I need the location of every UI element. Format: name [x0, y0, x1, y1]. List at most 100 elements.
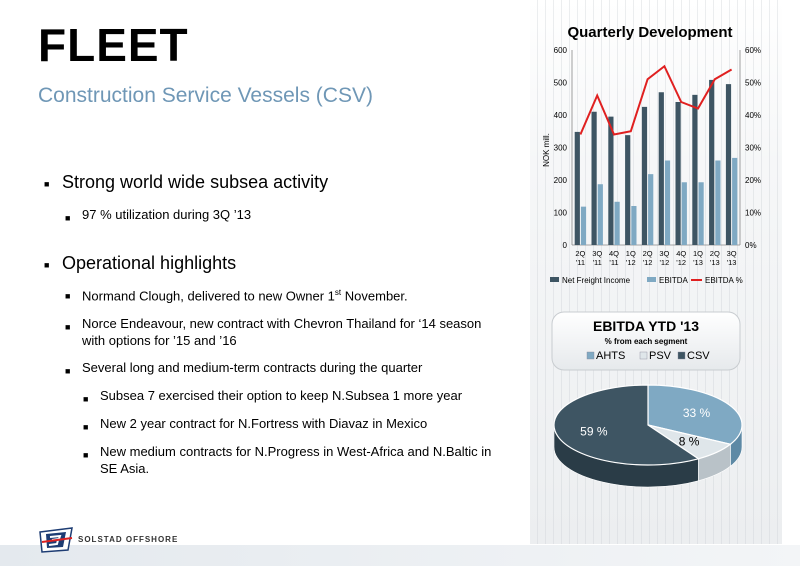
- square-bullet-icon: ■: [44, 179, 50, 189]
- bullet-text: Norce Endeavour, new contract with Chevr…: [82, 316, 482, 332]
- pie-slice-ahts: [647, 384, 743, 445]
- bullet-text: with options for ’15 and ’16: [82, 333, 237, 349]
- bullet-text: New 2 year contract for N.Fortress with …: [100, 416, 428, 432]
- bar-ebitda: [614, 201, 620, 245]
- solstad-logo: [39, 527, 73, 553]
- x-tick-label: 3Q: [727, 249, 737, 258]
- y-tick-label: 300: [554, 144, 568, 153]
- x-tick-label: '11: [593, 258, 602, 267]
- bullet-superscript: st: [334, 288, 342, 297]
- bar-ebitda: [580, 206, 587, 245]
- bar-net-freight-income: [692, 94, 698, 245]
- x-tick-label: '12: [660, 258, 670, 267]
- y-tick-label: 0: [563, 241, 568, 250]
- bullet-text: November.: [341, 288, 408, 304]
- pie-slice-csv: [553, 384, 700, 466]
- bar-net-freight-income: [574, 131, 580, 245]
- x-tick-label: 4Q: [676, 249, 686, 258]
- square-bullet-icon: ■: [65, 322, 71, 333]
- bullet-normand-clough: ■ Normand Clough, delivered to new Owner …: [38, 284, 508, 304]
- bar-ebitda: [715, 160, 721, 245]
- bar-net-freight-income: [591, 111, 597, 245]
- legend-swatch-net-freight: [550, 277, 559, 282]
- y2-tick-label: 60%: [745, 46, 761, 55]
- bar-ebitda: [597, 184, 603, 245]
- x-tick-label: '12: [676, 258, 686, 267]
- bullet-text: New medium contracts for N.Progress in W…: [100, 444, 492, 460]
- bar-ebitda: [648, 174, 654, 245]
- legend-label: EBITDA: [659, 276, 689, 285]
- pie-legend-label: AHTS: [596, 350, 625, 362]
- pie-data-label: 59 %: [580, 425, 608, 439]
- x-tick-label: '13: [693, 258, 703, 267]
- x-tick-label: 1Q: [693, 249, 703, 258]
- x-tick-label: 2Q: [643, 249, 653, 258]
- y-tick-label: 500: [554, 79, 568, 88]
- legend-label: Net Freight Income: [562, 276, 631, 285]
- bullet-text: Normand Clough, delivered to new Owner 1: [82, 288, 335, 304]
- y2-tick-label: 30%: [745, 144, 761, 153]
- legend-swatch-ebitda: [647, 277, 656, 282]
- bullet-norce-endeavour: ■ Norce Endeavour, new contract with Chev…: [38, 315, 508, 349]
- bullet-text: Operational highlights: [62, 253, 237, 273]
- bar-net-freight-income: [625, 135, 631, 245]
- pie-legend-swatch: [639, 351, 648, 360]
- x-tick-label: '11: [576, 258, 585, 267]
- bullet-operational-highlights: ■ Operational highlights: [38, 253, 508, 274]
- legend-label: EBITDA %: [705, 276, 743, 285]
- x-tick-label: '11: [609, 258, 618, 267]
- bar-ebitda: [698, 182, 704, 245]
- pie-title: EBITDA YTD '13: [593, 318, 699, 334]
- y-tick-label: 600: [554, 46, 568, 55]
- slide-title: FLEET: [38, 19, 189, 71]
- logo-text: SOLSTAD OFFSHORE: [78, 535, 179, 544]
- bar-ebitda: [664, 160, 671, 245]
- bullet-subsea7: ■ Subsea 7 exercised their option to keep…: [38, 387, 508, 404]
- x-tick-label: '12: [626, 258, 636, 267]
- pie-legend-label: CSV: [687, 350, 710, 362]
- square-bullet-icon: ■: [65, 366, 71, 377]
- x-tick-label: '12: [643, 258, 653, 267]
- bar-net-freight-income: [641, 106, 648, 245]
- pie-legend-swatch: [586, 351, 595, 360]
- slide-subtitle: Construction Service Vessels (CSV): [38, 84, 373, 107]
- x-tick-label: 3Q: [592, 249, 602, 258]
- x-tick-label: 2Q: [575, 249, 585, 258]
- line-ebitda-percent: [579, 64, 733, 136]
- pie-title-box: [551, 311, 741, 371]
- square-bullet-icon: ■: [44, 260, 50, 270]
- y-tick-label: 200: [554, 176, 568, 185]
- x-tick-label: 4Q: [609, 249, 619, 258]
- bullet-text: Subsea 7 exercised their option to keep …: [100, 388, 463, 404]
- x-tick-label: 2Q: [710, 249, 720, 258]
- chart-title: Quarterly Development: [567, 24, 732, 41]
- pie-legend-label: PSV: [649, 350, 672, 362]
- x-tick-label: '13: [710, 258, 720, 267]
- bar-net-freight-income: [675, 102, 681, 245]
- x-tick-label: 3Q: [659, 249, 669, 258]
- bullet-list: ■ Strong world wide subsea activity ■ 97 %…: [38, 172, 508, 477]
- bullet-subsea-activity: ■ Strong world wide subsea activity: [38, 172, 508, 193]
- bar-ebitda: [732, 157, 738, 245]
- bar-net-freight-income: [725, 84, 732, 245]
- y-tick-label: 400: [554, 111, 568, 120]
- y2-tick-label: 50%: [745, 79, 761, 88]
- pie-legend-swatch: [677, 351, 686, 360]
- x-tick-label: '13: [727, 258, 737, 267]
- y2-tick-label: 10%: [745, 209, 761, 218]
- bar-ebitda: [681, 182, 687, 245]
- y-axis-label: NOK mill.: [542, 133, 551, 167]
- square-bullet-icon: ■: [83, 394, 89, 405]
- bullet-text: 97 % utilization during 3Q ’13: [82, 207, 252, 222]
- x-tick-label: 1Q: [626, 249, 636, 258]
- pie-data-label: 8 %: [679, 434, 700, 448]
- bar-net-freight-income: [608, 116, 614, 245]
- pie-subtitle: % from each segment: [605, 337, 688, 346]
- bullet-fortress: ■ New 2 year contract for N.Fortress with…: [38, 415, 508, 432]
- square-bullet-icon: ■: [83, 422, 89, 433]
- bar-ebitda: [631, 206, 637, 245]
- footer-bar: [0, 545, 800, 566]
- quarterly-development-chart: Quarterly Development 0 100 200 300 400 500 60…: [542, 24, 761, 285]
- bar-net-freight-income: [709, 79, 715, 246]
- square-bullet-icon: ■: [83, 450, 89, 461]
